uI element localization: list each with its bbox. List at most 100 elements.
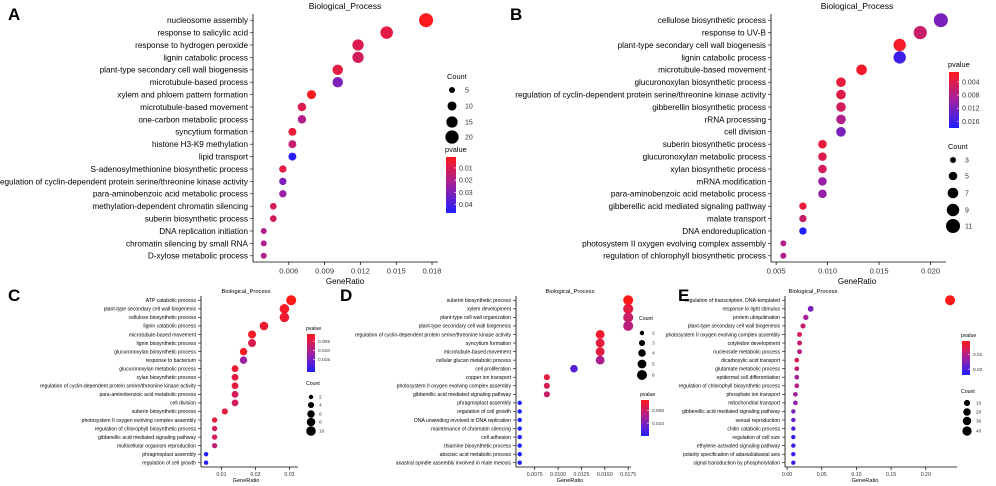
count-legend-label: 4	[319, 403, 322, 409]
y-tick-label: regulation of cyclin-dependent protein s…	[515, 90, 767, 99]
count-legend-dot	[306, 426, 316, 436]
count-legend-title: Count	[306, 381, 320, 387]
y-tick-label: gibberellin biosynthetic process	[652, 103, 766, 112]
count-legend-dot	[447, 101, 457, 111]
data-point	[893, 38, 906, 52]
y-tick-label: para-aminobenzoic acid metabolic process	[611, 190, 766, 199]
y-tick-label: rRNA processing	[705, 115, 767, 124]
panel-e: E Biological_Process 0.00 0.05 0.10 0.15 0.20 G…	[666, 286, 983, 484]
colorbar-tick-label: 0.03	[459, 190, 473, 197]
count-legend-label: 2	[319, 395, 322, 401]
y-tick-label: response to hydrogen peroxide	[135, 41, 248, 50]
data-point	[239, 347, 248, 356]
pvalue-legend-title: pvalue	[948, 60, 970, 69]
data-point	[913, 25, 927, 40]
data-point	[623, 320, 634, 331]
panel-c: C Biological_Process 0.01 0.02 0.03 GeneRatio…	[8, 286, 330, 484]
data-point	[595, 355, 605, 365]
count-legend-dot	[638, 339, 646, 347]
y-tick-label: signal transduction by phosphorylation	[693, 461, 780, 467]
colorbar-tick-label: 0.010	[318, 348, 330, 354]
count-legend-dot	[963, 408, 971, 416]
data-point	[380, 26, 393, 39]
y-tick-label: DNA replication initiation	[159, 227, 248, 236]
colorbar-tick-label: 0.01	[459, 165, 473, 172]
pvalue-colorbar	[307, 334, 315, 372]
x-axis-label: GeneRatio	[233, 478, 260, 484]
data-point	[248, 339, 257, 348]
count-legend-label: 8	[319, 420, 322, 426]
y-tick-label: regulation of cell growth	[142, 461, 196, 467]
data-point	[203, 460, 209, 465]
y-tick-label: cotyledon development	[728, 341, 781, 347]
data-point	[259, 321, 269, 331]
x-tick-label: 0.0075	[527, 472, 543, 478]
data-point	[797, 349, 803, 355]
x-axis-label: GeneRatio	[326, 277, 365, 286]
y-tick-label: gibberellic acid mediated signaling path…	[609, 202, 767, 211]
y-tick-label: histone H3-K9 methylation	[152, 140, 248, 149]
count-legend-dot	[307, 410, 315, 418]
y-tick-label: methylation-dependent chromatin silencin…	[92, 202, 248, 211]
data-point	[352, 39, 364, 51]
data-point	[211, 442, 218, 449]
x-tick-label: 0.05	[817, 472, 827, 478]
y-tick-label: malate transport	[707, 214, 767, 223]
data-point	[279, 312, 290, 323]
count-legend-label: 20	[976, 410, 982, 416]
y-tick-label: ATP catabolic process	[146, 298, 197, 304]
y-tick-label: syncytium formation	[175, 128, 248, 137]
data-point	[595, 330, 605, 339]
data-point	[269, 215, 277, 222]
data-point	[332, 76, 343, 88]
chart-title: Biological_Process	[222, 289, 271, 295]
y-tick-label: suberin biosynthetic process	[132, 409, 197, 415]
y-tick-label: xylem and phloem pattern formation	[117, 90, 248, 99]
count-legend-dot	[449, 87, 455, 93]
y-tick-label: mRNA modification	[696, 177, 766, 186]
data-point	[288, 127, 297, 136]
data-point	[818, 139, 827, 149]
x-tick-label: 0.00	[782, 472, 792, 478]
count-legend-label: 9	[965, 207, 969, 214]
y-tick-label: lignin catabolic process	[163, 53, 248, 62]
data-point	[793, 391, 798, 397]
y-tick-label: glutamate metabolic process	[715, 366, 780, 372]
data-point	[945, 295, 956, 306]
y-tick-label: multicellular organism reproduction	[117, 443, 196, 449]
data-point	[211, 425, 218, 432]
count-legend-label: 3	[965, 157, 969, 164]
data-point	[517, 417, 522, 423]
y-tick-label: suberin biosynthetic process	[663, 140, 766, 149]
data-point	[517, 460, 522, 465]
data-point	[803, 314, 809, 321]
pvalue-colorbar	[641, 400, 649, 436]
data-point	[780, 252, 787, 259]
data-point	[203, 451, 209, 457]
y-tick-label: suberin biosynthetic process	[447, 298, 512, 304]
y-tick-label: maintenance of chromatin silencing	[431, 426, 511, 432]
colorbar-tick-label: 0.010	[652, 421, 664, 427]
y-tick-label: photosystem II oxygen evolving complex a…	[397, 384, 512, 390]
count-legend-label: 6	[652, 373, 655, 379]
data-point	[279, 304, 290, 314]
y-tick-label: plant-type secondary cell wall biogenesi…	[100, 66, 248, 75]
count-legend-title: Count	[639, 316, 653, 322]
count-legend-title: Count	[948, 142, 968, 151]
data-point	[260, 240, 267, 247]
y-tick-label: response to bacterium	[146, 358, 196, 364]
count-legend-dot	[308, 394, 314, 400]
count-legend-dot	[947, 187, 959, 199]
data-point	[791, 443, 796, 448]
count-legend-label: 7	[965, 190, 969, 197]
y-tick-label: glucuronoxylan biosynthetic process	[114, 349, 196, 355]
y-tick-label: xylan biosynthetic process	[137, 375, 197, 381]
data-point	[419, 13, 434, 28]
pvalue-legend-title: pvalue	[445, 145, 467, 154]
pvalue-legend-title: pvalue	[640, 392, 655, 398]
chart-title: Biological_Process	[821, 1, 894, 11]
pvalue-colorbar	[949, 72, 959, 128]
data-point	[279, 190, 287, 198]
y-tick-label: regulation of transcription, DNA-templat…	[685, 298, 780, 304]
data-point	[211, 417, 218, 423]
